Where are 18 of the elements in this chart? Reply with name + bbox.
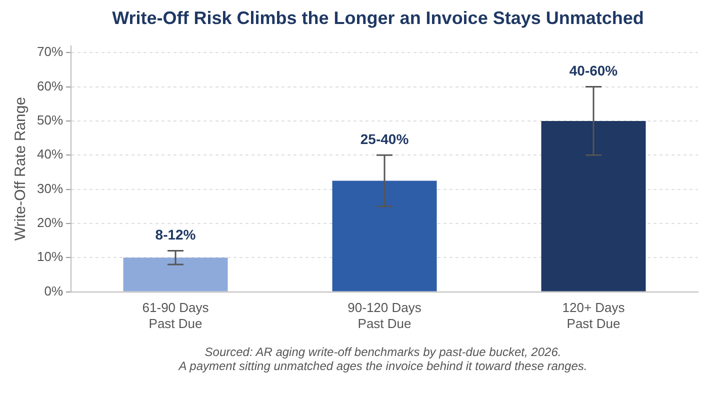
annotation: 8-12% — [155, 226, 196, 243]
x-tick-label: 120+ Days Past Due — [562, 300, 626, 331]
y-tick-label: 20% — [36, 215, 64, 230]
y-tick-label: 10% — [36, 249, 64, 264]
annotation: 25-40% — [360, 130, 410, 147]
y-tick-label: 50% — [36, 112, 64, 128]
x-tick-label: 61-90 Days Past Due — [142, 300, 210, 331]
y-tick-label: 40% — [36, 146, 64, 162]
y-tick-label: 0% — [44, 283, 64, 298]
y-tick-label: 30% — [36, 180, 64, 196]
y-tick-label: 70% — [36, 44, 64, 60]
text: Sourced: AR aging write-off benchmarks by past-due bucket, 2026. — [204, 345, 562, 359]
y-tick-label: 60% — [36, 78, 64, 94]
annotation: 40-60% — [569, 62, 618, 79]
chart-title: Write-Off Risk Climbs the Longer an Invoice Stays Unmatched — [111, 8, 645, 29]
x-tick-label: 90-120 Days Past Due — [348, 300, 422, 331]
y-axis-title: Write-Off Rate Range — [12, 96, 30, 241]
text: A payment sitting unmatched ages the invoice behind it toward these ranges. — [177, 359, 588, 373]
